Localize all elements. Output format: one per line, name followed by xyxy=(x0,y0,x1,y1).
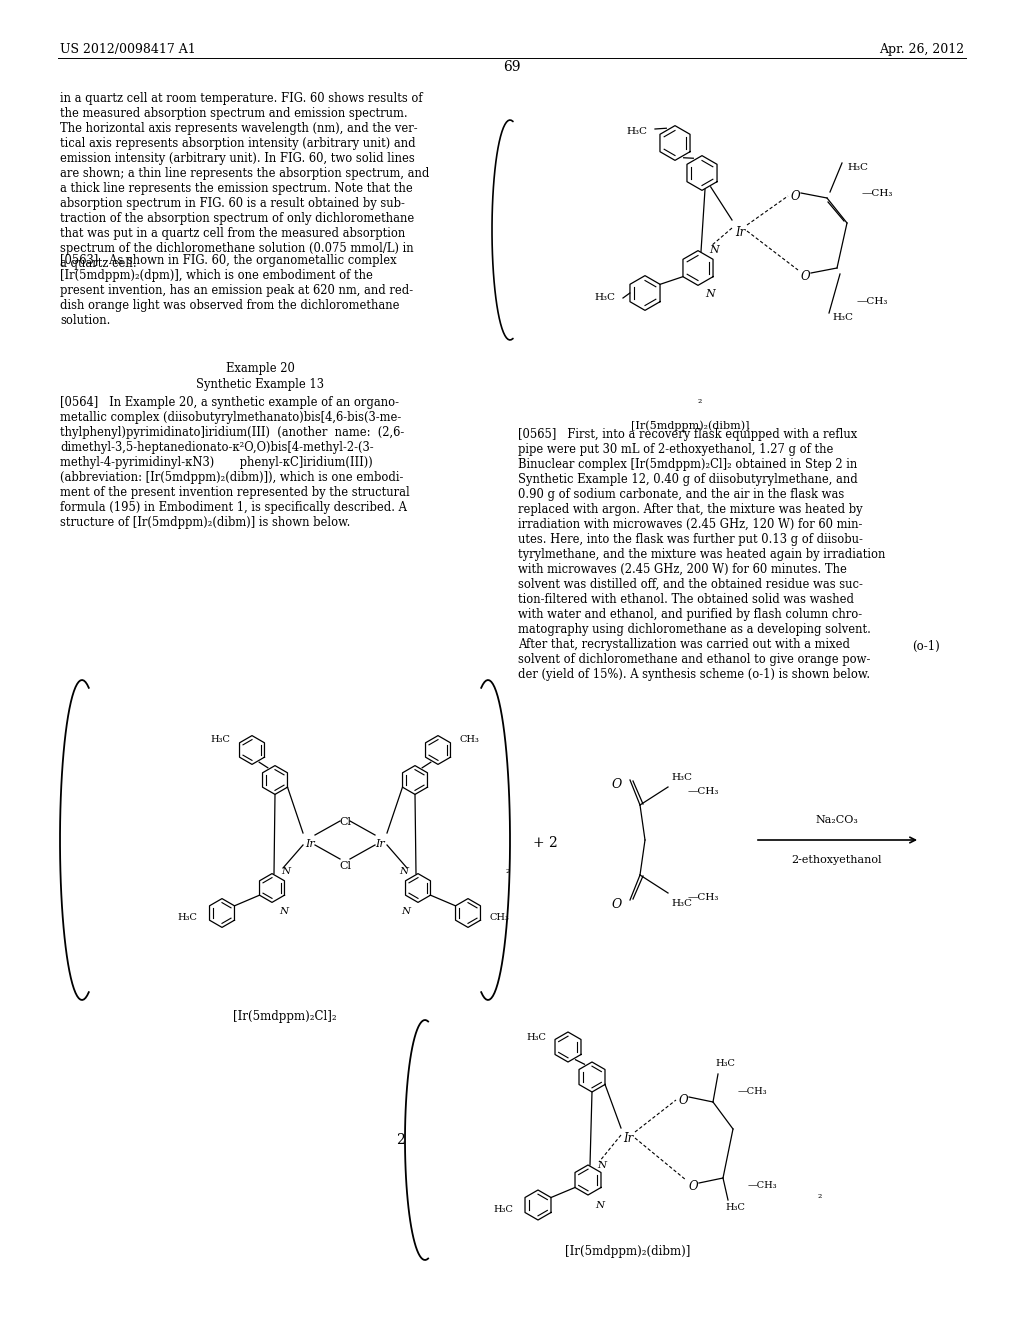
Text: Cl: Cl xyxy=(339,817,351,828)
Text: —CH₃: —CH₃ xyxy=(738,1088,768,1097)
Text: H₃C: H₃C xyxy=(210,735,230,744)
Text: H₃C: H₃C xyxy=(626,127,647,136)
Text: Apr. 26, 2012: Apr. 26, 2012 xyxy=(879,44,964,57)
Text: O: O xyxy=(800,271,810,284)
Text: N: N xyxy=(595,1201,604,1210)
Text: Na₂CO₃: Na₂CO₃ xyxy=(815,814,858,825)
Text: —CH₃: —CH₃ xyxy=(862,190,893,198)
Text: [0565]   First, into a recovery flask equipped with a reflux
pipe were put 30 mL: [0565] First, into a recovery flask equi… xyxy=(518,428,886,681)
Text: H₃C: H₃C xyxy=(671,772,692,781)
Text: + 2: + 2 xyxy=(532,836,557,850)
Text: Ir: Ir xyxy=(375,840,385,849)
Text: 69: 69 xyxy=(503,59,521,74)
Text: [0564]   In Example 20, a synthetic example of an organo-
metallic complex (diis: [0564] In Example 20, a synthetic exampl… xyxy=(60,396,410,529)
Text: O: O xyxy=(611,777,622,791)
Text: (o-1): (o-1) xyxy=(912,640,940,653)
Text: CH₃: CH₃ xyxy=(460,735,480,744)
Text: —CH₃: —CH₃ xyxy=(688,892,720,902)
Text: Ir: Ir xyxy=(735,226,745,239)
Text: ₂: ₂ xyxy=(818,1191,822,1200)
Text: ₂: ₂ xyxy=(697,395,702,405)
Text: 2-ethoxyethanol: 2-ethoxyethanol xyxy=(792,855,883,865)
Text: H₃C: H₃C xyxy=(177,913,197,923)
Text: Ir: Ir xyxy=(623,1133,633,1146)
Text: CH₃: CH₃ xyxy=(490,913,510,923)
Text: N: N xyxy=(399,867,409,876)
Text: N: N xyxy=(706,289,715,300)
Text: in a quartz cell at room temperature. FIG. 60 shows results of
the measured abso: in a quartz cell at room temperature. FI… xyxy=(60,92,429,271)
Text: [Ir(5mdppm)₂Cl]₂: [Ir(5mdppm)₂Cl]₂ xyxy=(233,1010,337,1023)
Text: H₃C: H₃C xyxy=(594,293,615,302)
Text: O: O xyxy=(611,898,622,911)
Text: Synthetic Example 13: Synthetic Example 13 xyxy=(196,378,324,391)
Text: H₃C: H₃C xyxy=(494,1205,513,1214)
Text: ₂: ₂ xyxy=(506,865,510,875)
Text: H₃C: H₃C xyxy=(715,1060,735,1068)
Text: H₃C: H₃C xyxy=(831,313,853,322)
Text: US 2012/0098417 A1: US 2012/0098417 A1 xyxy=(60,44,196,57)
Text: H₃C: H₃C xyxy=(847,162,868,172)
Text: [0563]   As shown in FIG. 60, the organometallic complex
[Ir(5mdppm)₂(dpm)], whi: [0563] As shown in FIG. 60, the organome… xyxy=(60,253,413,327)
Text: Cl: Cl xyxy=(339,861,351,871)
Text: —CH₃: —CH₃ xyxy=(688,787,720,796)
Text: N: N xyxy=(597,1162,606,1171)
Text: Ir: Ir xyxy=(305,840,314,849)
Text: —CH₃: —CH₃ xyxy=(857,297,889,306)
Text: 2: 2 xyxy=(395,1133,404,1147)
Text: —CH₃: —CH₃ xyxy=(748,1181,777,1191)
Text: [Ir(5mdppm)₂(dibm)]: [Ir(5mdppm)₂(dibm)] xyxy=(565,1245,690,1258)
Text: N: N xyxy=(710,246,719,255)
Text: H₃C: H₃C xyxy=(526,1032,546,1041)
Text: N: N xyxy=(280,908,289,916)
Text: Example 20: Example 20 xyxy=(225,362,295,375)
Text: N: N xyxy=(401,908,411,916)
Text: [Ir(5mdppm)₂(dibm)]: [Ir(5mdppm)₂(dibm)] xyxy=(631,420,750,430)
Text: N: N xyxy=(282,867,291,876)
Text: H₃C: H₃C xyxy=(671,899,692,908)
Text: O: O xyxy=(688,1180,697,1193)
Text: O: O xyxy=(791,190,800,203)
Text: O: O xyxy=(678,1094,688,1107)
Text: H₃C: H₃C xyxy=(725,1204,744,1213)
